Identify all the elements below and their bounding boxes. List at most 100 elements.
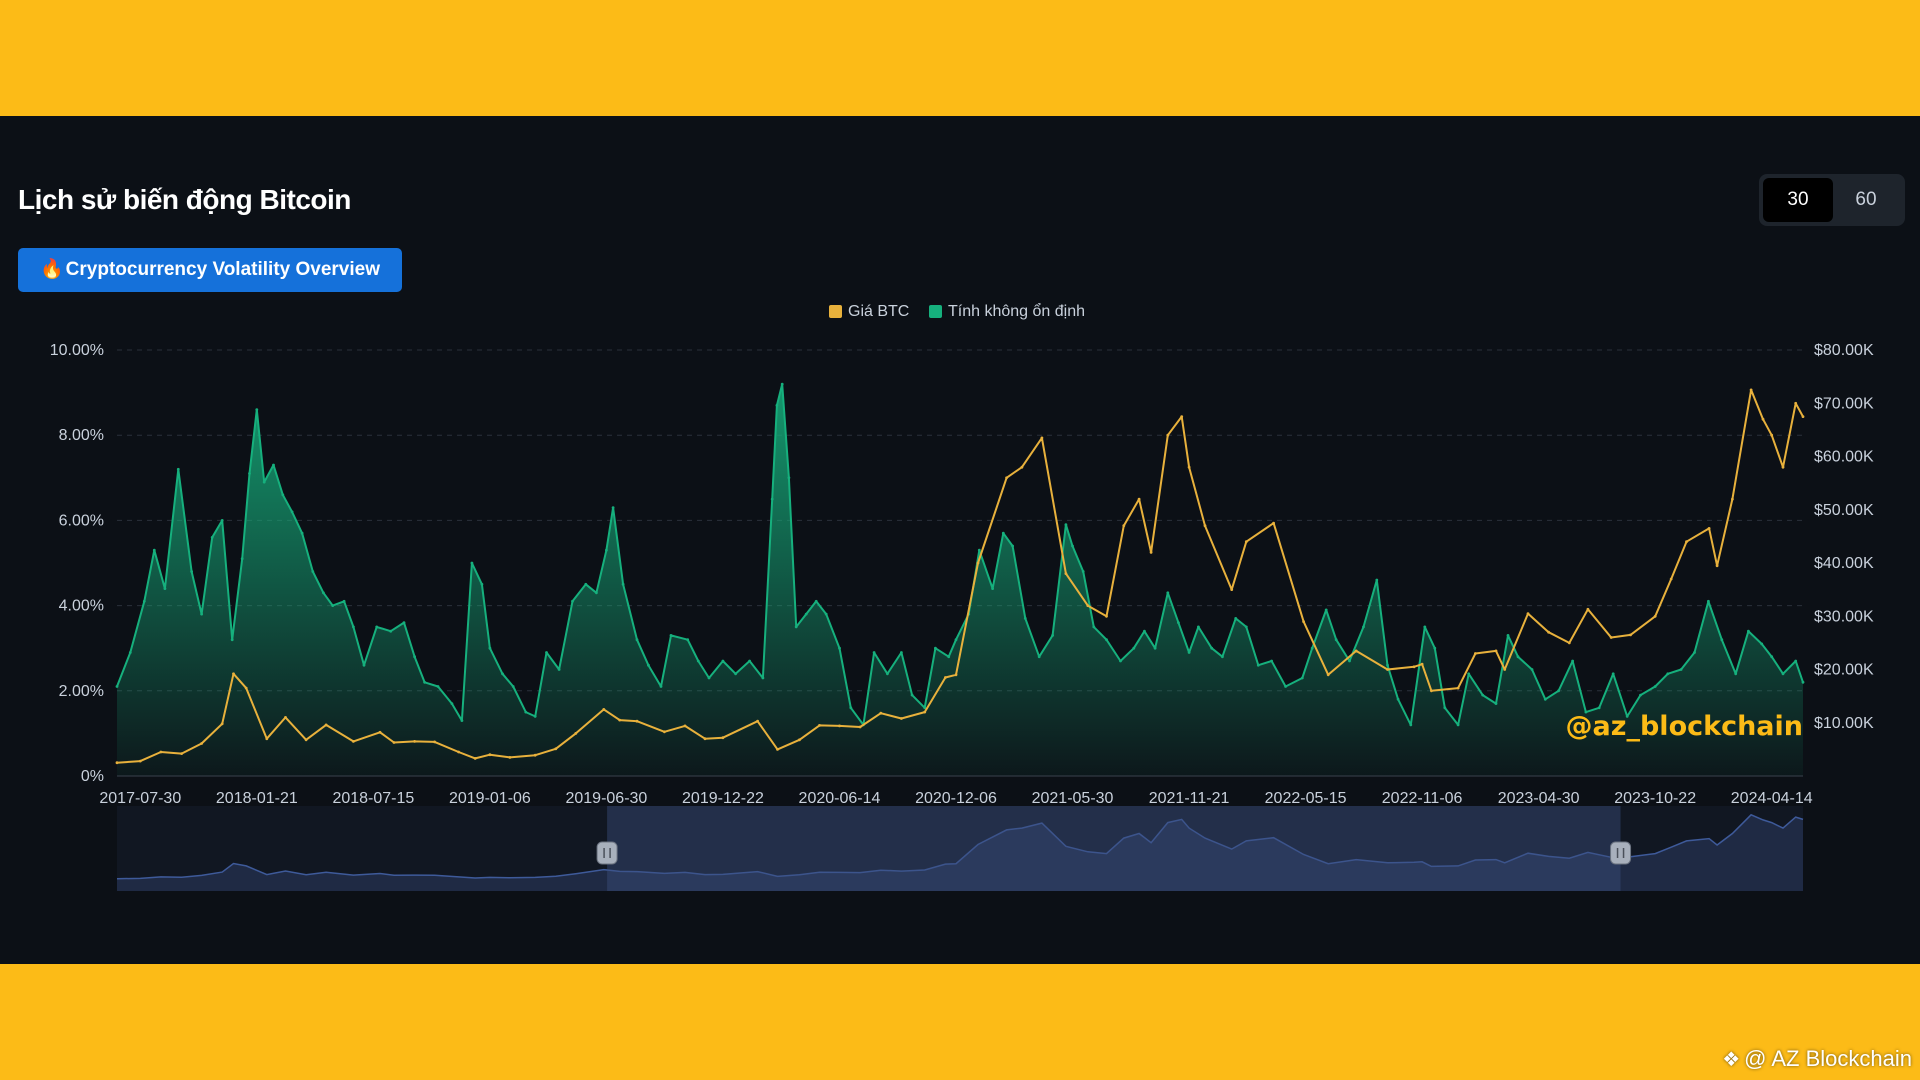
volatility-point <box>322 591 325 595</box>
price-point <box>1781 465 1785 469</box>
price-line <box>116 388 1804 764</box>
price-point <box>220 722 224 726</box>
price-point <box>1137 497 1141 501</box>
legend-label-volatility: Tính không ổn định <box>948 302 1085 320</box>
x-tick-label: 2023-04-30 <box>1498 790 1580 807</box>
y-left-tick-label: 10.00% <box>50 342 104 359</box>
volatility-point <box>311 570 315 573</box>
volatility-point <box>1187 651 1191 654</box>
volatility-point <box>1132 646 1136 650</box>
volatility-point <box>190 570 194 573</box>
price-point <box>473 757 477 760</box>
y-right-tick-label: $20.00K <box>1814 662 1874 679</box>
legend-swatch-volatility <box>929 305 942 318</box>
volatility-point <box>281 493 285 497</box>
price-point <box>1503 668 1507 671</box>
volatility-point <box>402 621 406 624</box>
price-point <box>900 717 903 720</box>
volatility-point <box>1001 531 1005 535</box>
volatility-point <box>734 672 737 676</box>
volatility-point <box>248 472 251 475</box>
volatility-point <box>1679 668 1683 671</box>
volatility-point <box>1543 697 1547 701</box>
volatility-chart: Giá BTC Tính không ổn định 0% 2.00% 4.00% 6.… <box>50 302 1874 891</box>
volatility-point <box>1734 672 1738 676</box>
volatility-point <box>1584 710 1588 714</box>
volatility-point <box>1362 625 1365 629</box>
price-point <box>858 725 862 729</box>
volatility-point <box>1571 659 1574 663</box>
volatility-point <box>686 638 690 642</box>
price-point <box>703 737 707 741</box>
price-point <box>1064 572 1068 575</box>
period-30-button[interactable]: 30 <box>1763 178 1833 222</box>
volatility-point <box>991 587 994 590</box>
volatility-point <box>571 599 574 603</box>
legend-swatch-price <box>829 305 842 318</box>
volatility-point <box>1197 625 1200 629</box>
legend: Giá BTC Tính không ổn định <box>829 302 1085 320</box>
price-point <box>721 736 725 740</box>
volatility-point <box>1375 578 1379 582</box>
price-point <box>1187 465 1191 469</box>
volatility-point <box>450 702 454 705</box>
volatility-point <box>115 685 119 688</box>
volatility-point <box>605 548 608 552</box>
zoom-handle-left[interactable] <box>596 841 618 865</box>
x-tick-label: 2019-01-06 <box>449 790 531 807</box>
volatility-point <box>1443 706 1447 710</box>
page-title: Lịch sử biến động Bitcoin <box>18 184 351 215</box>
chart-panel: Lịch sử biến động Bitcoin 30 60 🔥 Cryptoc… <box>0 116 1920 964</box>
volatility-point <box>659 685 663 688</box>
period-60-button[interactable]: 60 <box>1855 189 1877 210</box>
price-point <box>265 737 269 741</box>
x-tick-label: 2023-10-22 <box>1614 790 1696 807</box>
zoom-slider[interactable] <box>116 806 1804 891</box>
volatility-point <box>1481 693 1485 697</box>
volatility-point <box>1348 659 1351 663</box>
price-point <box>508 756 512 759</box>
volatility-point <box>1092 625 1096 629</box>
volatility-point <box>1707 599 1710 603</box>
price-point <box>1386 668 1389 671</box>
volatility-point <box>1557 689 1560 693</box>
volatility-point <box>375 625 379 629</box>
x-tick-label: 2017-07-30 <box>99 790 181 807</box>
volatility-point <box>142 599 146 603</box>
zoom-area <box>117 814 1803 891</box>
zoom-line <box>116 813 1804 880</box>
price-point <box>1731 497 1734 501</box>
price-point <box>1494 649 1498 653</box>
price-point <box>1669 577 1673 581</box>
volatility-point <box>1506 634 1510 637</box>
chart-watermark: @az_blockchain <box>1566 711 1803 742</box>
volatility-point <box>770 497 774 501</box>
price-point <box>324 723 328 727</box>
corner-watermark: ❖ @ AZ Blockchain <box>1722 1046 1912 1072</box>
zoom-window[interactable] <box>607 806 1621 891</box>
volatility-point <box>1494 702 1498 705</box>
x-tick-label: 2021-05-30 <box>1032 790 1114 807</box>
volatility-point <box>480 582 484 586</box>
volatility-point <box>1467 672 1471 676</box>
x-tick-label: 2018-07-15 <box>332 790 414 807</box>
volatility-point <box>1720 638 1724 642</box>
volatility-point <box>1760 642 1764 646</box>
volatility-point <box>460 719 464 722</box>
price-point <box>1547 630 1550 634</box>
price-point <box>879 711 883 715</box>
price-point <box>954 673 958 677</box>
volatility-point <box>1801 680 1805 684</box>
zoom-handle-right[interactable] <box>1610 841 1632 865</box>
corner-watermark-text: @ AZ Blockchain <box>1744 1046 1912 1071</box>
price-point <box>635 719 639 723</box>
volatility-overview-badge[interactable]: 🔥 Cryptocurrency Volatility Overview <box>18 248 402 292</box>
volatility-area <box>117 384 1803 776</box>
volatility-point <box>910 693 914 697</box>
volatility-point <box>1433 646 1437 650</box>
volatility-point <box>152 548 156 552</box>
y-right-tick-label: $40.00K <box>1814 555 1874 572</box>
volatility-point <box>1625 715 1629 718</box>
volatility-point <box>1081 570 1085 573</box>
volatility-point <box>362 663 366 667</box>
